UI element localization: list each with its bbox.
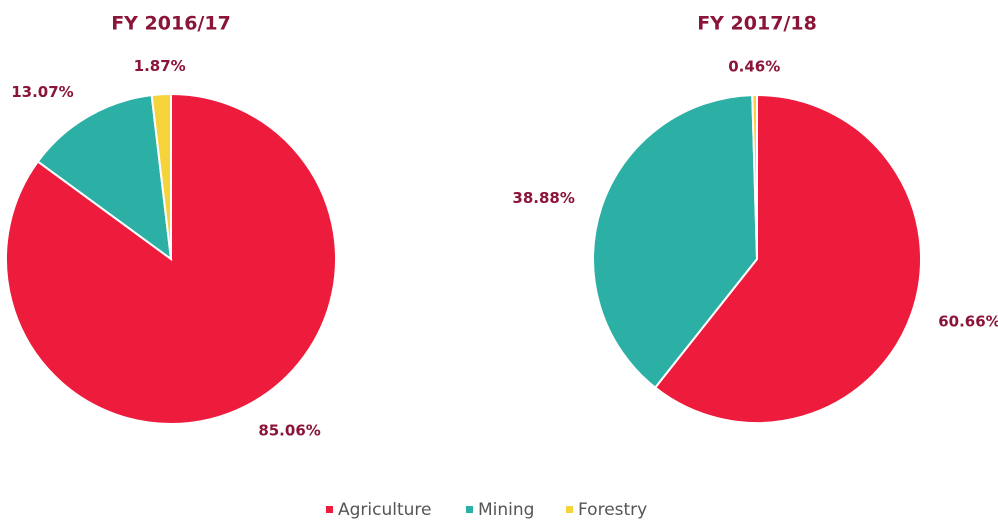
chart-title: FY 2016/17 <box>111 13 231 35</box>
value-label: 0.46% <box>728 58 780 76</box>
value-label: 85.06% <box>258 422 320 440</box>
legend-swatch <box>326 506 333 513</box>
value-label: 13.07% <box>11 83 73 101</box>
pie-slice <box>653 93 922 424</box>
legend-label: Mining <box>478 500 534 520</box>
value-label: 60.66% <box>938 313 998 331</box>
legend-label: Forestry <box>578 500 647 520</box>
chart-title: FY 2017/18 <box>697 13 817 35</box>
value-label: 1.87% <box>134 57 186 75</box>
pie-slice <box>751 93 758 260</box>
pie-slice <box>150 92 172 260</box>
legend-swatch <box>566 506 573 513</box>
legend-swatch <box>466 506 473 513</box>
pie-slice <box>592 94 759 389</box>
pie-slice <box>36 94 173 262</box>
legend-label: Agriculture <box>338 500 432 520</box>
value-label: 38.88% <box>512 189 574 207</box>
